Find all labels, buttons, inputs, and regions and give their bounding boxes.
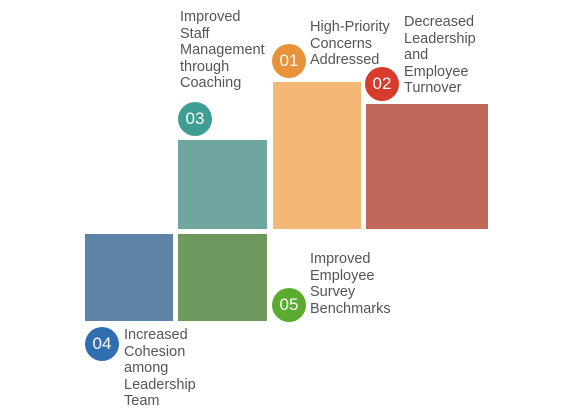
label-01: High-Priority Concerns Addressed [310,19,390,68]
badge-05: 05 [272,288,306,322]
badge-02: 02 [365,67,399,101]
block-05-green [178,234,267,321]
block-04-blue [85,234,173,321]
block-03-teal [178,140,267,229]
badge-04: 04 [85,327,119,361]
label-03: Improved Staff Management through Coachi… [180,9,265,91]
badge-03: 03 [178,102,212,136]
label-05: Improved Employee Survey Benchmarks [310,251,391,317]
label-02: Decreased Leadership and Employee Turnov… [404,14,476,96]
block-01-orange [273,82,361,229]
label-04: Increased Cohesion among Leadership Team [124,327,196,409]
badge-01: 01 [272,44,306,78]
block-02-red [366,104,488,229]
